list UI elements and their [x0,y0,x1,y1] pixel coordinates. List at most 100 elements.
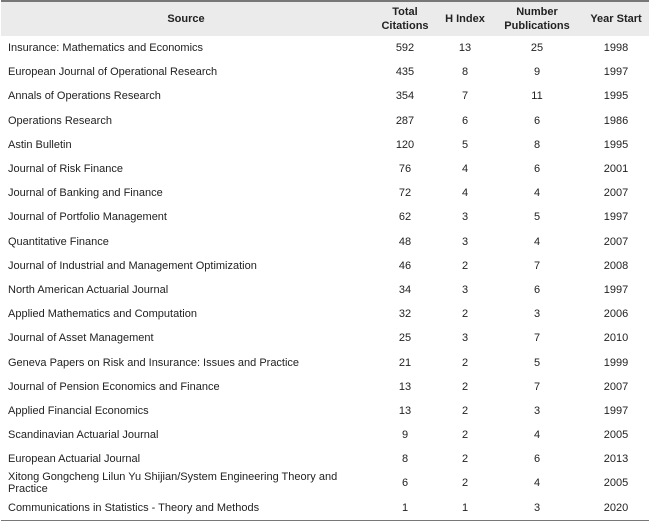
table-row: Geneva Papers on Risk and Insurance: Iss… [1,350,649,374]
cell-year-start: 2007 [603,235,629,248]
table-row: Journal of Portfolio Management 62 3 5 1997 [1,205,649,229]
cell-source: European Actuarial Journal [8,453,141,466]
cell-h-index: 5 [461,138,469,151]
table-row: Astin Bulletin 120 5 8 1995 [1,133,649,157]
cell-number-publications: 3 [533,404,541,417]
table-row: European Journal of Operational Research… [1,60,649,84]
cell-total-citations: 62 [398,211,412,224]
cell-number-publications: 7 [533,259,541,272]
cell-total-citations: 25 [398,332,412,345]
cell-source: Applied Financial Economics [8,404,149,417]
cell-year-start: 1997 [603,66,629,79]
cell-source: Communications in Statistics - Theory an… [8,501,260,514]
table-row: Journal of Banking and Finance 72 4 4 2007 [1,181,649,205]
cell-total-citations: 8 [401,453,409,466]
cell-h-index: 2 [461,308,469,321]
cell-source: Geneva Papers on Risk and Insurance: Iss… [8,356,300,369]
cell-year-start: 2005 [603,477,629,490]
cell-year-start: 2001 [603,163,629,176]
table-row: Journal of Pension Economics and Finance… [1,375,649,399]
cell-source: Journal of Pension Economics and Finance [8,380,220,393]
cell-total-citations: 287 [395,114,415,127]
header-source: Source [167,13,205,25]
header-total-citations: Total Citations [381,6,429,32]
cell-number-publications: 7 [533,380,541,393]
table-row: Communications in Statistics - Theory an… [1,496,649,521]
cell-h-index: 8 [461,66,469,79]
cell-h-index: 3 [461,235,469,248]
cell-source: Scandinavian Actuarial Journal [8,429,159,442]
cell-number-publications: 4 [533,235,541,248]
cell-source: Insurance: Mathematics and Economics [8,42,204,55]
cell-total-citations: 13 [398,380,412,393]
cell-h-index: 3 [461,211,469,224]
cell-number-publications: 6 [533,114,541,127]
cell-h-index: 2 [461,477,469,490]
cell-year-start: 2008 [603,259,629,272]
cell-h-index: 2 [461,453,469,466]
cell-year-start: 2007 [603,187,629,200]
cell-year-start: 1999 [603,356,629,369]
table-row: Quantitative Finance 48 3 4 2007 [1,230,649,254]
cell-number-publications: 6 [533,283,541,296]
table-row: Scandinavian Actuarial Journal 9 2 4 2005 [1,423,649,447]
cell-source: Journal of Banking and Finance [8,187,163,200]
cell-number-publications: 4 [533,477,541,490]
cell-year-start: 2007 [603,380,629,393]
cell-year-start: 2005 [603,429,629,442]
cell-number-publications: 5 [533,211,541,224]
table-row: Journal of Risk Finance 76 4 6 2001 [1,157,649,181]
table-row: Journal of Asset Management 25 3 7 2010 [1,326,649,350]
cell-year-start: 2010 [603,332,629,345]
cell-total-citations: 46 [398,259,412,272]
cell-source: Journal of Industrial and Management Opt… [8,259,257,272]
cell-total-citations: 34 [398,283,412,296]
cell-year-start: 1997 [603,211,629,224]
cell-number-publications: 7 [533,332,541,345]
table-row: Operations Research 287 6 6 1986 [1,109,649,133]
cell-total-citations: 435 [395,66,415,79]
cell-number-publications: 5 [533,356,541,369]
cell-number-publications: 9 [533,66,541,79]
cell-year-start: 2006 [603,308,629,321]
cell-source: Xitong Gongcheng Lilun Yu Shijian/System… [8,471,338,496]
cell-total-citations: 592 [395,42,415,55]
cell-source: North American Actuarial Journal [8,283,169,296]
cell-number-publications: 3 [533,501,541,514]
cell-total-citations: 9 [401,429,409,442]
cell-year-start: 1997 [603,283,629,296]
cell-number-publications: 6 [533,453,541,466]
cell-total-citations: 354 [395,90,415,103]
cell-source: Journal of Risk Finance [8,163,123,176]
cell-year-start: 1997 [603,404,629,417]
cell-h-index: 2 [461,429,469,442]
header-h-index: H Index [445,13,485,25]
cell-total-citations: 21 [398,356,412,369]
cell-total-citations: 1 [401,501,409,514]
cell-source: Applied Mathematics and Computation [8,308,197,321]
cell-h-index: 6 [461,114,469,127]
cell-source: European Journal of Operational Research [8,66,218,79]
cell-year-start: 2020 [603,501,629,514]
cell-year-start: 1995 [603,138,629,151]
cell-total-citations: 76 [398,163,412,176]
cell-year-start: 1995 [603,90,629,103]
cell-h-index: 3 [461,283,469,296]
cell-total-citations: 6 [401,477,409,490]
cell-source: Journal of Portfolio Management [8,211,167,224]
cell-total-citations: 48 [398,235,412,248]
cell-h-index: 2 [461,259,469,272]
table-row: Insurance: Mathematics and Economics 592 1… [1,36,649,60]
cell-source: Astin Bulletin [8,138,72,151]
cell-h-index: 4 [461,163,469,176]
cell-year-start: 2013 [603,453,629,466]
cell-h-index: 4 [461,187,469,200]
cell-total-citations: 32 [398,308,412,321]
table-row: European Actuarial Journal 8 2 6 2013 [1,447,649,471]
cell-source: Annals of Operations Research [8,90,161,103]
cell-total-citations: 120 [395,138,415,151]
cell-total-citations: 13 [398,404,412,417]
cell-year-start: 1998 [603,42,629,55]
table-row: North American Actuarial Journal 34 3 6 1997 [1,278,649,302]
